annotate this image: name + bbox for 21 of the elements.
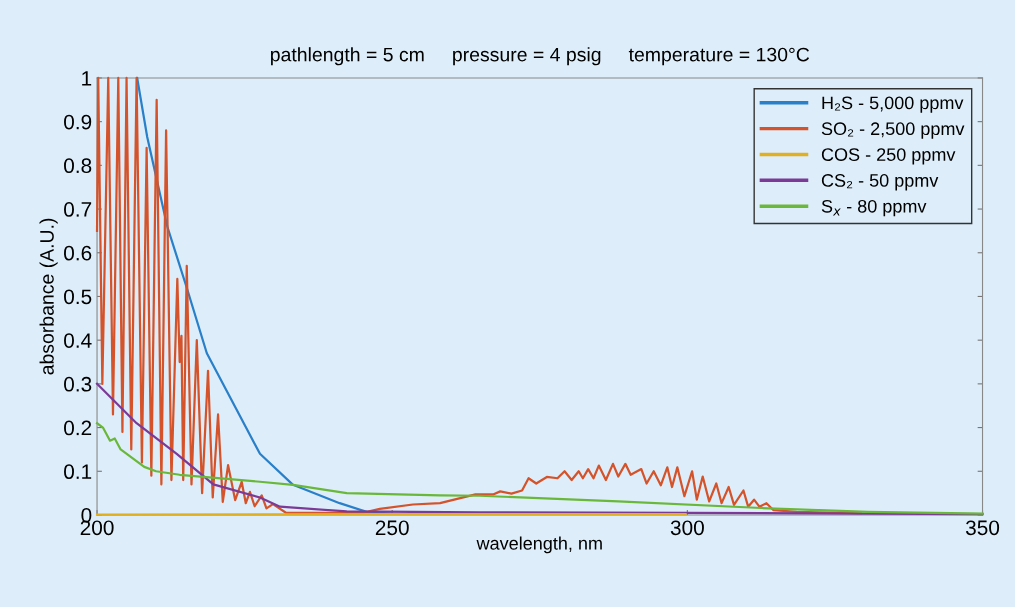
x-tick-label: 300	[670, 520, 704, 536]
legend-label: S$_{x}$ - 80 ppmv	[821, 199, 927, 217]
y-tick-label: 0.2	[64, 420, 92, 436]
x-tick-label: 250	[375, 520, 409, 536]
y-tick-label: 0.5	[64, 289, 92, 305]
y-tick-label: 0.3	[64, 376, 92, 392]
x-tick-label: 350	[965, 520, 1000, 536]
legend-label: H₂S - 5,000 ppmv	[822, 96, 964, 113]
y-tick-label: 0.8	[64, 158, 92, 174]
y-tick-label: 0.6	[64, 245, 92, 261]
y-axis-title: absorbance (A.U.)	[39, 218, 58, 375]
x-axis-title: wavelength, nm	[476, 536, 602, 554]
y-tick-label: 1	[82, 71, 92, 86]
y-tick-label: 0.4	[64, 333, 92, 348]
chart-title: pathlength = 5 cm pressure = 4 psig temperature = 130°C	[271, 47, 810, 66]
legend-label: COS - 250 ppmv	[821, 148, 956, 165]
legend-label: SO₂ - 2,500 ppmv	[821, 122, 965, 139]
y-tick-label: 0.9	[64, 114, 92, 130]
y-tick-label: 0.7	[64, 202, 92, 217]
legend-label: CS₂ - 50 ppmv	[821, 174, 939, 191]
y-tick-label: 0.1	[64, 464, 92, 480]
